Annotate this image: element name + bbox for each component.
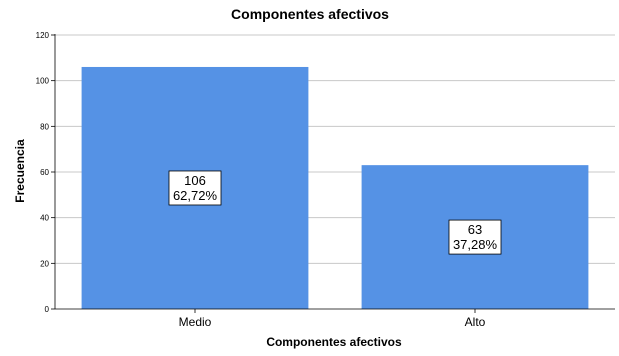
chart-title: Componentes afectivos — [231, 6, 389, 22]
data-label-percent: 62,72% — [173, 188, 218, 203]
bars — [81, 66, 589, 309]
y-tick-label: 80 — [40, 122, 49, 131]
y-tick-label: 120 — [36, 31, 50, 40]
x-tick-label: Medio — [179, 315, 212, 329]
data-label-percent: 37,28% — [453, 237, 498, 252]
x-axis-ticks: Medio Alto — [179, 309, 486, 329]
y-tick-label: 60 — [40, 168, 49, 177]
x-tick-label: Alto — [465, 315, 486, 329]
y-axis-ticks: 0 20 40 60 80 100 120 — [36, 31, 55, 314]
data-label-count: 63 — [468, 222, 482, 237]
x-axis-label: Componentes afectivos — [266, 335, 402, 349]
y-tick-label: 20 — [40, 259, 49, 268]
y-axis-label: Frecuencia — [13, 139, 27, 203]
y-tick-label: 40 — [40, 214, 49, 223]
y-tick-label: 100 — [36, 77, 50, 86]
data-label-count: 106 — [184, 173, 206, 188]
data-label-box — [168, 170, 222, 206]
y-tick-label: 0 — [45, 305, 50, 314]
data-label-box — [448, 219, 502, 255]
